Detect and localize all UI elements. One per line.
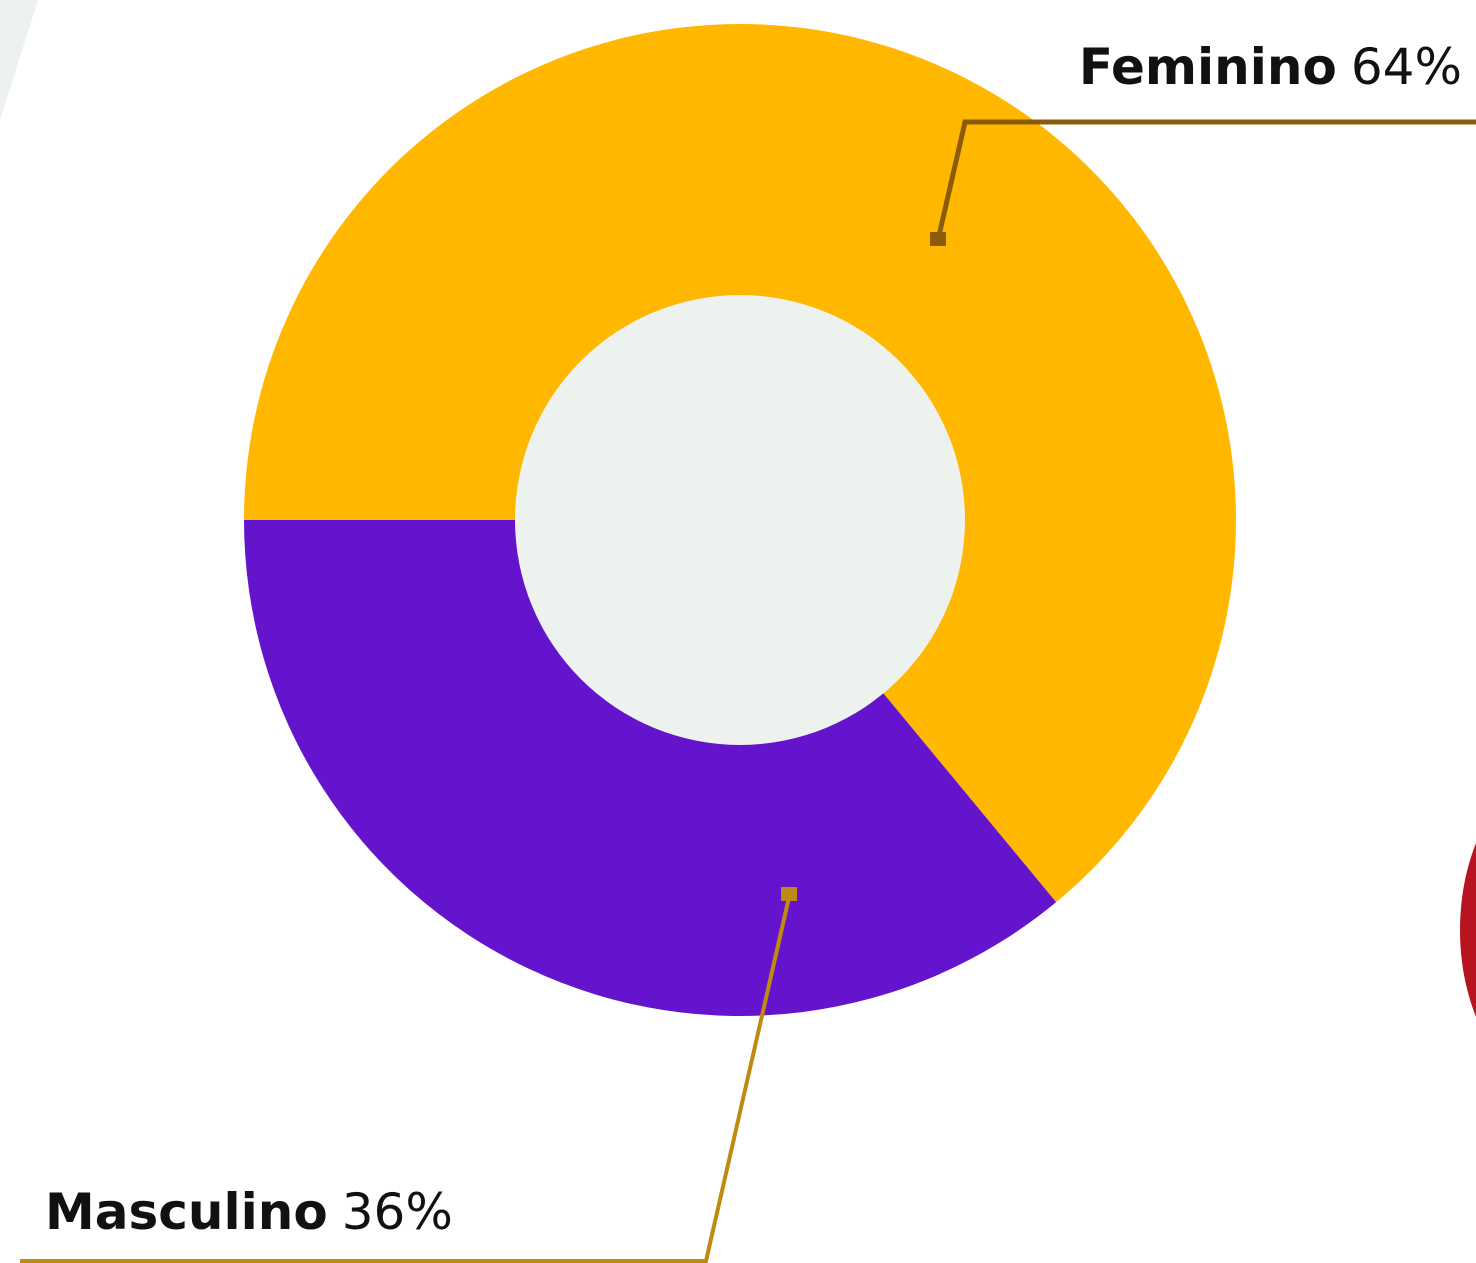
slice: [244, 520, 1057, 1016]
leader-line: [935, 119, 1476, 241]
leader-line: [20, 892, 792, 1263]
slice-label: Masculino 36%: [45, 1183, 453, 1241]
leader-dot: [930, 232, 946, 246]
category-name: Feminino: [1079, 38, 1337, 96]
labels: Feminino 64% Masculino 36%: [45, 38, 1462, 1241]
background-shape: [0, 0, 38, 120]
slice-label: Feminino 64%: [1079, 38, 1462, 96]
leader-dot: [781, 887, 797, 901]
category-name: Masculino: [45, 1183, 328, 1241]
value-label: 36%: [342, 1183, 453, 1241]
donut-hole: [515, 295, 965, 745]
decor-circle: [1460, 843, 1476, 1017]
value-label: 64%: [1351, 38, 1462, 96]
